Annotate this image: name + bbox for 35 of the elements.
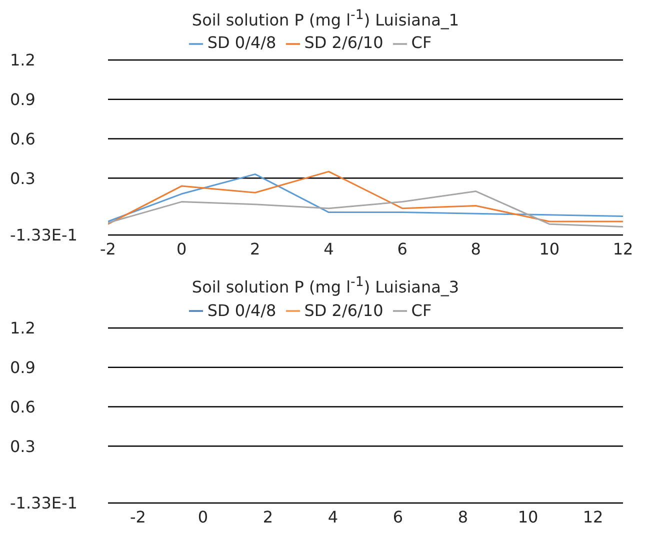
legend-label: SD 2/6/10 — [304, 33, 384, 52]
x-tick-label: 0 — [198, 507, 208, 526]
y-tick-label: 0.6 — [10, 397, 36, 416]
x-tick-label: 2 — [262, 507, 274, 526]
x-tick-label: 8 — [470, 240, 481, 259]
y-tick-label: 0.9 — [10, 90, 36, 110]
y-tick-label: 0.3 — [10, 436, 36, 456]
y-tick-label: 1.2 — [10, 51, 36, 70]
x-tick-label: 12 — [582, 507, 604, 526]
y-tick-label: 1.2 — [10, 318, 36, 338]
x-tick-label: 4 — [328, 507, 338, 526]
x-tick-label: 8 — [458, 507, 468, 526]
chart-title: Soil solution P (mg l$^{-1}$) Luisiana_3 — [190, 275, 460, 297]
x-tick-label: 4 — [324, 240, 334, 259]
x-tick-label: 6 — [392, 507, 404, 526]
y-tick-label: 0.6 — [10, 130, 36, 149]
x-tick-label: 0 — [176, 240, 187, 259]
legend-label: CF — [411, 33, 432, 52]
legend-label: CF — [411, 300, 432, 320]
y-tick-label: -1.33E-1 — [10, 493, 78, 512]
x-tick-label: -2 — [130, 507, 146, 526]
x-tick-label: -2 — [100, 240, 116, 259]
x-tick-label: 10 — [518, 507, 538, 526]
y-tick-label: -1.33E-1 — [10, 226, 78, 246]
x-tick-label: 12 — [612, 240, 634, 259]
x-tick-label: 2 — [250, 240, 260, 259]
y-tick-label: 0.9 — [10, 358, 36, 377]
x-tick-label: 10 — [539, 240, 560, 259]
line-series — [108, 190, 623, 228]
y-tick-label: 0.3 — [10, 169, 36, 188]
chart-title: Soil solution P (mg l$^{-1}$) Luisiana_1 — [190, 8, 460, 30]
legend-label: SD 0/4/8 — [207, 33, 276, 52]
legend-label: SD 0/4/8 — [207, 300, 276, 320]
x-tick-label: 6 — [397, 240, 408, 259]
legend-label: SD 2/6/10 — [304, 300, 384, 320]
